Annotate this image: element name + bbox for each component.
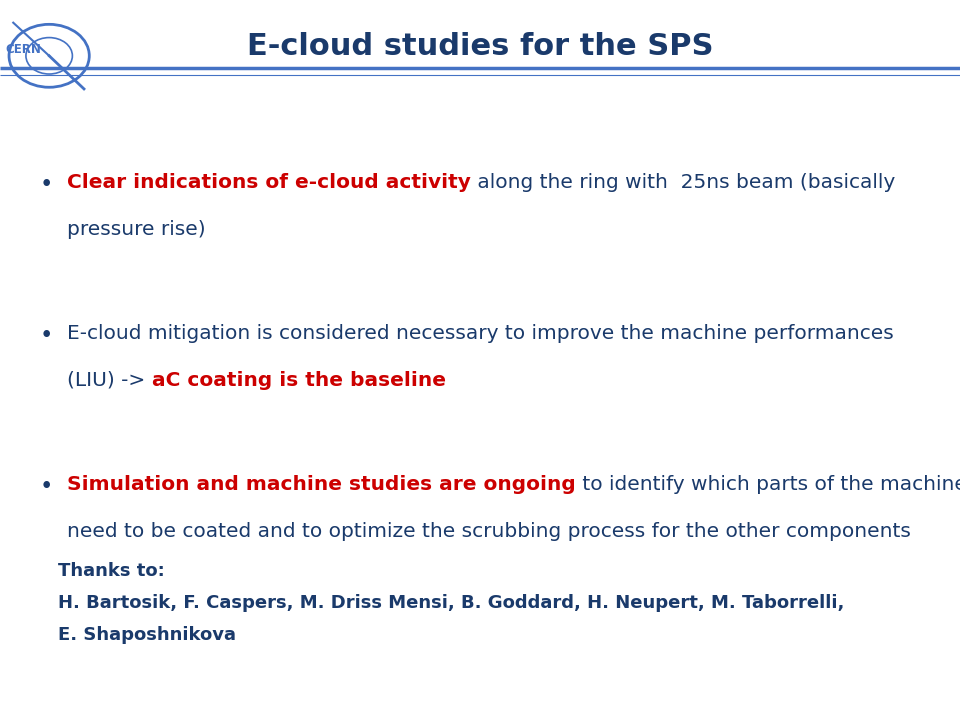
Text: Simulation and machine studies are ongoing: Simulation and machine studies are ongoi…: [67, 475, 576, 494]
Text: along the ring with  25ns beam (basically: along the ring with 25ns beam (basically: [471, 173, 896, 192]
Text: Clear indications of e-cloud activity: Clear indications of e-cloud activity: [67, 173, 471, 192]
Text: Thanks to:: Thanks to:: [58, 562, 164, 580]
Text: to identify which parts of the machine: to identify which parts of the machine: [576, 475, 960, 494]
Text: E. Shaposhnikova: E. Shaposhnikova: [58, 626, 235, 644]
Text: •: •: [39, 173, 53, 196]
Text: (LIU) ->: (LIU) ->: [67, 371, 152, 390]
Text: CERN: CERN: [6, 42, 41, 55]
Text: H. Bartosik, F. Caspers, M. Driss Mensi, B. Goddard, H. Neupert, M. Taborrelli,: H. Bartosik, F. Caspers, M. Driss Mensi,…: [58, 594, 844, 612]
Text: pressure rise): pressure rise): [67, 220, 205, 238]
Text: aC coating is the baseline: aC coating is the baseline: [152, 371, 445, 390]
Text: need to be coated and to optimize the scrubbing process for the other components: need to be coated and to optimize the sc…: [67, 522, 911, 541]
Text: •: •: [39, 475, 53, 498]
Text: E-cloud studies for the SPS: E-cloud studies for the SPS: [247, 32, 713, 61]
Text: •: •: [39, 324, 53, 347]
Text: E-cloud mitigation is considered necessary to improve the machine performances: E-cloud mitigation is considered necessa…: [67, 324, 894, 343]
